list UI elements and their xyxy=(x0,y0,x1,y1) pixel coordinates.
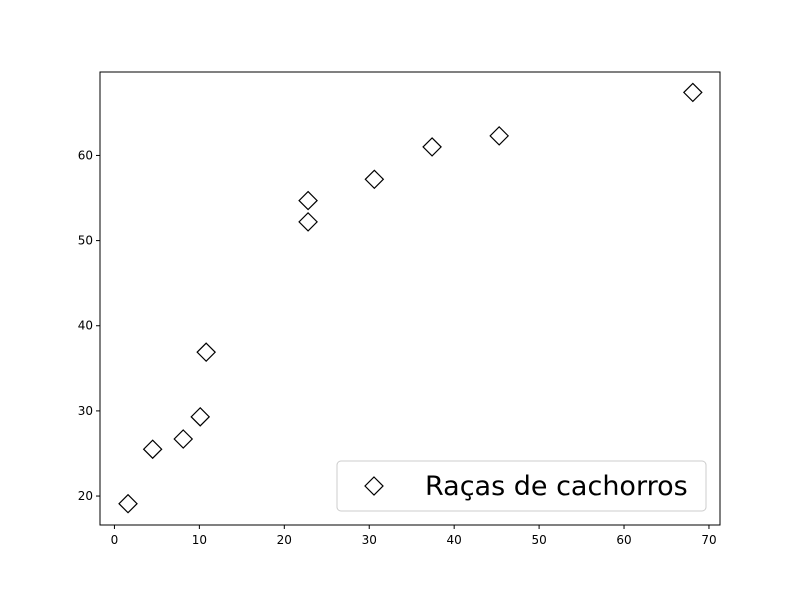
x-tick-label: 40 xyxy=(447,533,462,547)
x-tick-label: 50 xyxy=(531,533,546,547)
y-tick-label: 40 xyxy=(78,319,93,333)
x-tick-label: 20 xyxy=(277,533,292,547)
x-axis-ticks: 0 10 20 30 40 50 60 70 xyxy=(111,525,717,547)
data-point-diamond xyxy=(118,493,138,514)
legend: Raças de cachorros xyxy=(336,460,707,512)
y-tick-label: 20 xyxy=(78,489,93,503)
legend-box xyxy=(336,460,707,512)
data-point-diamond xyxy=(142,439,163,460)
y-tick-label: 50 xyxy=(78,234,93,248)
data-point-diamond xyxy=(682,82,703,103)
data-points xyxy=(118,82,703,514)
data-point-diamond xyxy=(190,407,211,427)
plot-area-frame xyxy=(99,71,721,526)
data-point-diamond xyxy=(364,169,385,190)
x-tick-label: 60 xyxy=(616,533,631,547)
legend-marker-diamond xyxy=(364,476,384,496)
y-tick-label: 30 xyxy=(78,404,93,418)
x-tick-label: 10 xyxy=(192,533,207,547)
legend-label: Raças de cachorros xyxy=(425,471,688,502)
data-point-diamond xyxy=(298,190,318,211)
data-point-diamond xyxy=(298,212,318,232)
data-point-diamond xyxy=(196,342,217,362)
x-tick-label: 0 xyxy=(111,533,119,547)
y-axis-ticks: 20 30 40 50 60 xyxy=(78,148,100,503)
data-point-diamond xyxy=(489,126,510,146)
x-tick-label: 30 xyxy=(362,533,377,547)
x-tick-label: 70 xyxy=(701,533,716,547)
y-tick-label: 60 xyxy=(78,148,93,162)
data-point-diamond xyxy=(173,429,194,449)
data-point-diamond xyxy=(422,137,442,157)
